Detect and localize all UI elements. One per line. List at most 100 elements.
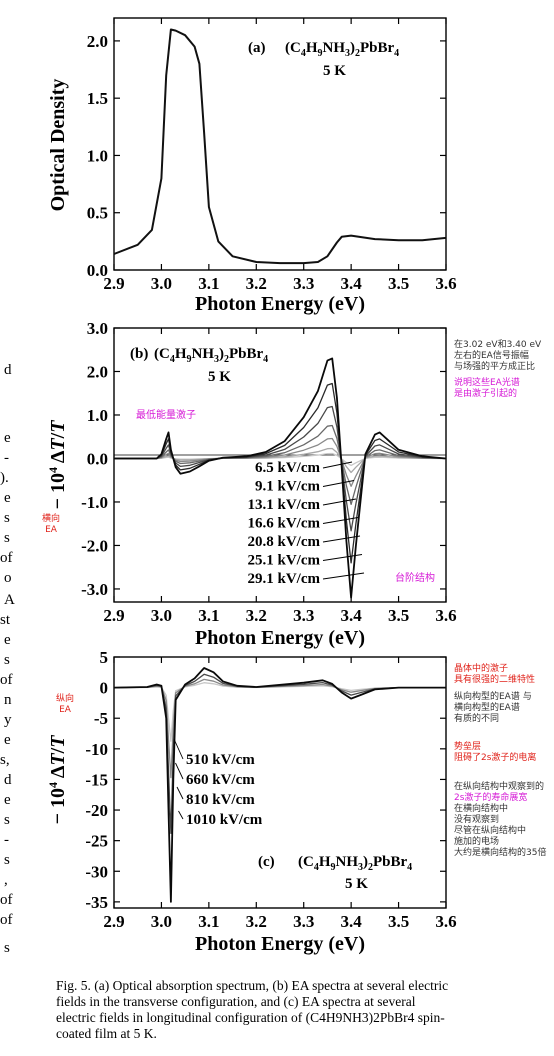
panel-c: 2.9 3.0 3.1 3.2 3.3 3.4 3.5 3.6 5 0 -5 -10 -15 -20 -2… [46,648,457,955]
field-label: 810 kV/cm [186,792,255,808]
y-tick-label: -2.0 [81,536,108,555]
ea-curve-510-kv-cm [113,682,446,742]
annotation-transverse-ea: 横向 EA [42,514,60,536]
ea-curve-1010-kv-cm [113,667,446,903]
field-label: 510 kV/cm [186,752,255,768]
y-tick-label: -20 [85,801,108,820]
note-line: 左右的EA信号振幅 [454,351,529,361]
margin-char: y [4,712,12,728]
note-line: 是由激子引起的 [454,389,518,399]
x-tick-label: 3.6 [435,606,456,625]
y-tick-label: 2.0 [87,362,108,381]
field-pointer [322,535,361,543]
x-tick-label: 3.4 [341,274,363,293]
x-tick-label: 3.4 [341,606,363,625]
ea-curve-660-kv-cm [113,678,446,779]
y-tick-label: 5 [100,648,109,667]
panel-b-compound: (C4H9NH3)2PbBr4 [154,346,268,365]
margin-char: n [4,692,12,708]
note-line: 2s激子的寿命展宽 [454,793,528,803]
panel-b-x-ticks: 2.9 3.0 3.1 3.2 3.3 3.4 3.5 3.6 [103,328,457,625]
annotation-line: EA [59,705,71,715]
margin-char: ). [0,470,9,486]
note-2d-character: 晶体中的激子 具有很强的二维特性 [454,664,535,686]
note-barrier-layer: 势垒层 阻碍了2s激子的电离 [454,742,536,764]
y-tick-label: 1.0 [87,406,108,425]
x-tick-label: 3.0 [151,606,172,625]
note-line: 晶体中的激子 [454,664,509,674]
panel-a: 2.9 3.0 3.1 3.2 3.3 3.4 3.5 3.6 0.0 0.5 1.0 1.5 2.0… [47,17,457,315]
field-pointer [322,554,363,561]
note-line: 有质的不同 [454,714,500,724]
margin-char: e [4,732,11,748]
margin-char: o [4,570,12,586]
note-field-squared: 在3.02 eV和3.40 eV 左右的EA信号振幅 与场强的平方成正比 [454,340,541,373]
margin-char: st [0,612,11,628]
x-tick-label: 3.2 [246,912,267,931]
margin-char: s [4,530,10,546]
y-tick-label: -10 [85,740,108,759]
panel-c-compound: (C4H9NH3)2PbBr4 [298,854,412,873]
note-line: 势垒层 [454,742,482,752]
x-tick-label: 3.1 [198,274,219,293]
caption-line: electric fields in longitudinal configur… [56,1010,445,1025]
margin-char: s [4,510,10,526]
ea-curve-16-6-kv-cm [114,424,447,506]
ea-curve-13-1-kv-cm [114,437,447,487]
panel-a-x-ticks: 2.9 3.0 3.1 3.2 3.3 3.4 3.5 3.6 [103,18,457,293]
field-label: 20.8 kV/cm [248,534,321,550]
field-label: 25.1 kV/cm [248,553,321,569]
field-label: 9.1 kV/cm [255,479,321,495]
panel-c-xlabel: Photon Energy (eV) [195,933,365,955]
margin-char: e [4,632,11,648]
margin-char: of [0,892,13,908]
figure-caption: Fig. 5. (a) Optical absorption spectrum,… [42,978,542,1042]
y-tick-label: 3.0 [87,319,108,338]
x-tick-label: 2.9 [103,274,124,293]
note-line: 在横向结构中 [454,804,509,814]
annotation-lowest-exciton: 最低能量激子 [136,410,196,421]
field-label: 13.1 kV/cm [248,497,321,513]
margin-char: s [4,940,10,956]
x-tick-label: 3.0 [151,274,172,293]
margin-char: of [0,912,13,928]
ea-curve-29-1-kv-cm [114,357,447,599]
y-tick-label: 0 [100,679,109,698]
x-tick-label: 3.5 [388,274,409,293]
margin-char: of [0,672,13,688]
panel-c-y-ticks: 5 0 -5 -10 -15 -20 -25 -30 -35 [85,648,446,912]
note-line: 没有观察到 [454,815,500,825]
field-label: 29.1 kV/cm [248,571,321,587]
y-tick-label: -5 [94,709,108,728]
field-label: 660 kV/cm [186,772,255,788]
note-line: 在纵向结构中观察到的 [454,782,545,792]
panel-a-label: (a) [248,40,266,56]
field-pointer [322,480,355,487]
caption-line: Fig. 5. (a) Optical absorption spectrum,… [56,978,449,993]
field-pointer [175,762,184,780]
margin-char: , [4,872,8,888]
x-tick-label: 3.1 [198,912,219,931]
y-tick-label: 0.0 [87,261,108,280]
margin-char: s [4,652,10,668]
annotation-step-structure: 台阶结构 [395,573,435,584]
note-line: 具有很强的二维特性 [454,675,536,685]
margin-char: e [4,430,11,446]
panel-a-y-ticks: 0.0 0.5 1.0 1.5 2.0 [87,32,446,280]
y-tick-label: 0.5 [87,204,108,223]
note-qualitative-difference: 纵向构型的EA谱 与 横向构型的EA谱 有质的不同 [454,692,532,725]
caption-line: coated film at 5 K. [56,1026,157,1041]
note-line: 说明这些EA光谱 [454,378,520,388]
margin-char: d [4,772,12,788]
x-tick-label: 3.6 [435,912,456,931]
panel-a-temperature: 5 K [323,63,346,79]
field-pointer [176,786,184,800]
x-tick-label: 3.3 [293,606,314,625]
note-line: 施加的电场 [454,837,500,847]
margin-char: s [4,812,10,828]
panel-b: 2.9 3.0 3.1 3.2 3.3 3.4 3.5 3.6 3.0 2.0 1.0 0.0 -1.… [46,319,457,649]
field-pointer [322,461,353,469]
x-tick-label: 3.2 [246,274,267,293]
panel-a-ylabel: Optical Density [47,79,69,212]
panel-c-curves [113,667,446,903]
